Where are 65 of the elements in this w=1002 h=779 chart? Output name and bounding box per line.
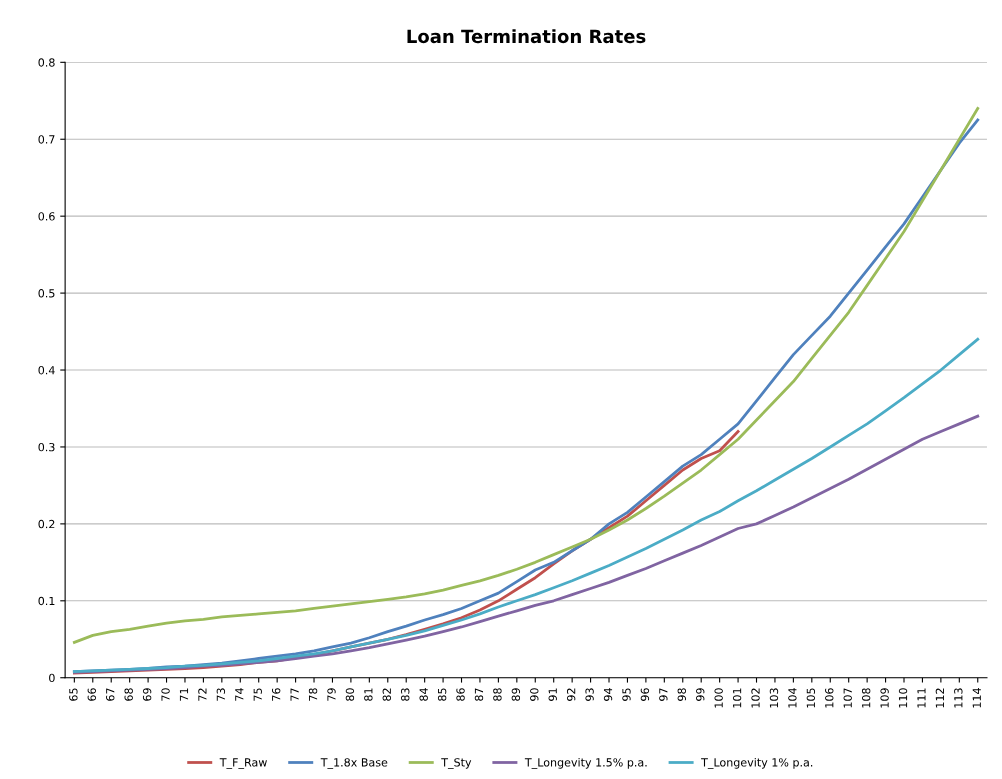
x-tick-label: 105	[806, 688, 816, 708]
x-tick-label: 93	[585, 688, 594, 701]
x-tick-label: 74	[235, 688, 244, 701]
x-tick-label: 69	[142, 688, 152, 701]
legend-label: T_Longevity 1.5% p.a.	[524, 757, 647, 769]
x-tick-label: 102	[751, 688, 760, 708]
y-tick-label: 0.5	[38, 289, 55, 298]
x-tick-label: 88	[493, 688, 502, 701]
x-tick-label: 68	[124, 688, 133, 701]
x-tick-label: 87	[474, 688, 484, 701]
x-tick-label: 91	[548, 688, 557, 701]
x-tick-label: 78	[308, 688, 318, 701]
x-tick-label: 92	[566, 688, 576, 701]
chart-title: Loan Termination Rates	[407, 29, 646, 44]
x-tick-label: 103	[769, 688, 779, 708]
x-tick-label: 85	[437, 688, 447, 701]
x-tick-label: 94	[603, 688, 613, 701]
x-tick-label: 110	[898, 688, 908, 708]
y-tick-label: 0.4	[38, 366, 55, 375]
legend-label: T_F_Raw	[219, 758, 267, 769]
x-tick-label: 97	[659, 688, 668, 701]
x-tick-label: 71	[179, 688, 189, 701]
x-tick-label: 101	[732, 688, 742, 708]
x-tick-label: 108	[861, 688, 871, 708]
y-tick-label: 0.8	[38, 58, 55, 67]
x-tick-label: 114	[972, 688, 981, 708]
x-tick-label: 112	[935, 688, 944, 708]
x-tick-label: 100	[714, 688, 723, 708]
x-tick-label: 83	[401, 688, 410, 701]
x-tick-label: 75	[253, 688, 262, 701]
x-tick-label: 81	[364, 688, 373, 701]
x-tick-label: 111	[917, 688, 926, 708]
x-tick-label: 65	[69, 688, 78, 701]
x-tick-label: 80	[345, 688, 355, 701]
x-tick-label: 67	[106, 688, 115, 701]
x-tick-label: 95	[622, 688, 631, 701]
x-tick-label: 104	[788, 688, 797, 708]
x-tick-label: 72	[198, 688, 207, 701]
x-tick-label: 76	[271, 688, 281, 701]
x-tick-label: 90	[530, 688, 539, 701]
x-tick-label: 99	[696, 688, 705, 701]
x-tick-label: 98	[677, 688, 686, 701]
x-tick-label: 79	[327, 688, 336, 701]
x-tick-label: 84	[419, 688, 428, 701]
legend-label: T_Longevity 1% p.a.	[701, 757, 813, 769]
y-tick-label: 0.1	[38, 596, 55, 606]
y-tick-label: 0	[49, 673, 55, 683]
legend-label: T_Sty	[441, 758, 472, 769]
x-tick-label: 73	[216, 688, 226, 701]
x-tick-label: 96	[640, 688, 650, 701]
x-tick-label: 113	[954, 688, 963, 708]
x-tick-label: 86	[456, 688, 465, 701]
x-tick-label: 70	[161, 688, 170, 701]
y-tick-label: 0.3	[38, 442, 55, 452]
x-tick-label: 82	[382, 688, 391, 701]
y-tick-label: 0.6	[38, 212, 55, 221]
x-tick-label: 107	[843, 688, 852, 708]
legend-label: T_1.8x Base	[320, 758, 388, 769]
y-tick-label: 0.7	[38, 135, 55, 144]
x-tick-label: 106	[825, 688, 834, 708]
x-tick-label: 77	[290, 688, 299, 701]
x-tick-label: 89	[511, 688, 521, 701]
x-tick-label: 66	[87, 688, 97, 701]
x-tick-label: 109	[880, 688, 889, 708]
y-tick-label: 0.2	[38, 519, 55, 529]
